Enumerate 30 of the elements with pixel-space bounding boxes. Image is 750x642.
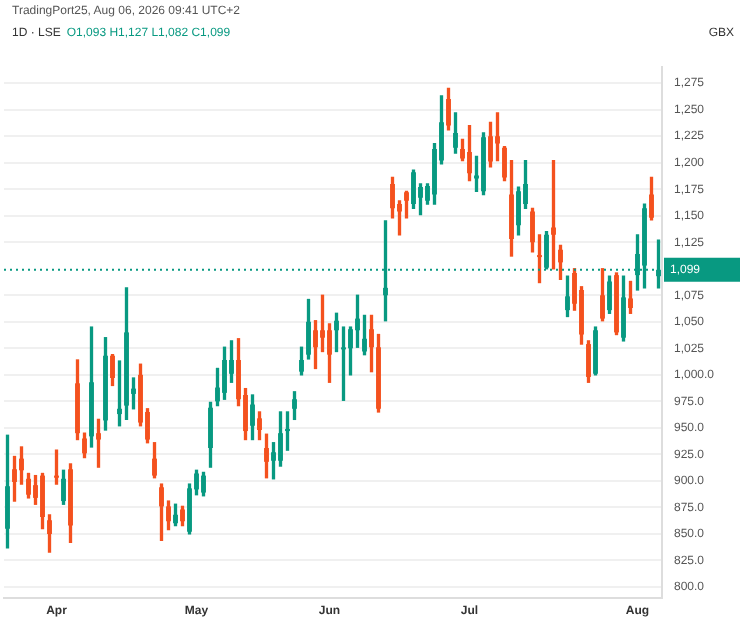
candlestick xyxy=(110,354,115,387)
candlestick xyxy=(96,418,101,468)
candlestick xyxy=(565,275,570,318)
candlestick xyxy=(649,176,654,221)
candlestick xyxy=(208,401,213,468)
candlestick xyxy=(54,449,59,485)
candlestick xyxy=(159,483,164,541)
candlestick xyxy=(68,463,73,544)
candlestick xyxy=(264,433,269,479)
candlestick xyxy=(173,503,178,527)
candlestick xyxy=(257,411,262,441)
candlestick xyxy=(600,268,605,322)
candlestick xyxy=(201,471,206,497)
candlestick xyxy=(628,280,633,314)
candlestick xyxy=(446,87,451,131)
candlestick xyxy=(124,287,129,421)
candlestick xyxy=(453,112,458,154)
candlestick xyxy=(61,469,66,505)
candlestick xyxy=(467,124,472,182)
candlestick xyxy=(89,326,94,448)
candlestick xyxy=(551,159,556,270)
candlestick xyxy=(180,505,185,527)
candlestick xyxy=(292,391,297,421)
candlestick xyxy=(152,442,157,479)
candlestick xyxy=(103,337,108,431)
candlestick xyxy=(621,275,626,342)
candlestick xyxy=(222,346,227,400)
candlestick xyxy=(320,294,325,353)
candlestick xyxy=(5,434,10,549)
candlestick xyxy=(250,394,255,441)
